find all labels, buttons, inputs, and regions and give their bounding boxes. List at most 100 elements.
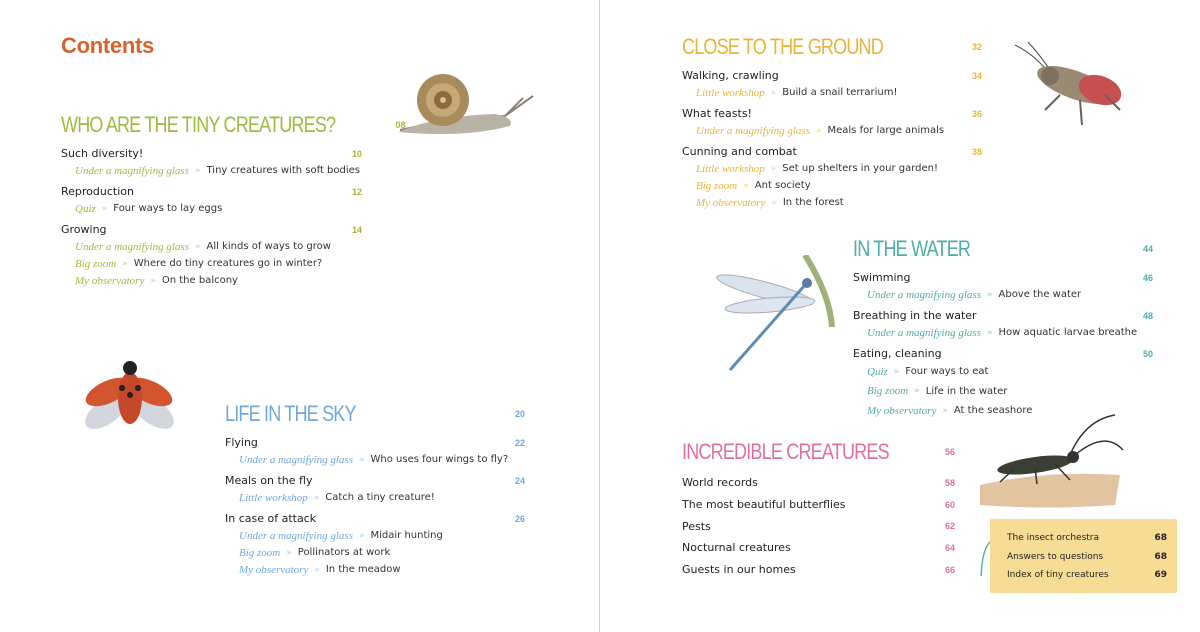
- section-in-the-water: In the water 44 Swimming 46 Under a magnifyi…: [853, 235, 1153, 421]
- toc-subentry[interactable]: Big zoom » Life in the water: [853, 382, 1153, 402]
- toc-subentry[interactable]: Quiz » Four ways to lay eggs: [61, 200, 362, 217]
- toc-entry[interactable]: Such diversity! 10: [61, 145, 362, 162]
- subentry-label: Big zoom: [867, 385, 909, 398]
- toc-entry[interactable]: Cunning and combat 38: [682, 143, 982, 160]
- subentry-label: Little workshop: [239, 491, 308, 504]
- section-page-number: 44: [1142, 244, 1153, 254]
- toc-subentry[interactable]: Under a magnifying glass » Midair hunting: [225, 527, 525, 544]
- subentry-text: Ant society: [754, 180, 811, 191]
- toc-entry[interactable]: Walking, crawling 34: [682, 67, 982, 84]
- double-chevron-icon: »: [150, 275, 156, 286]
- toc-subentry[interactable]: Under a magnifying glass » Above the water: [853, 286, 1153, 303]
- entry-title[interactable]: What feasts!: [682, 107, 752, 120]
- subentry-label: Under a magnifying glass: [867, 288, 981, 301]
- entry-title[interactable]: Flying: [225, 436, 258, 449]
- subentry-text: At the seashore: [953, 405, 1033, 417]
- toc-entry[interactable]: Flying 22: [225, 434, 525, 451]
- toc-subentry[interactable]: My observatory » In the meadow: [225, 561, 525, 578]
- toc-subentry[interactable]: My observatory » At the seashore: [853, 401, 1153, 421]
- toc-entry[interactable]: Swimming 46: [853, 269, 1153, 286]
- subentry-text: Build a snail terrarium!: [782, 87, 898, 98]
- double-chevron-icon: »: [893, 366, 900, 377]
- entry-title[interactable]: Reproduction: [61, 185, 134, 198]
- entry-title[interactable]: Walking, crawling: [682, 69, 779, 82]
- section-title[interactable]: Life in the sky: [225, 401, 357, 426]
- section-title[interactable]: Who are the tiny creatures?: [61, 112, 336, 137]
- toc-entry[interactable]: Meals on the fly 24: [225, 472, 525, 489]
- toc-subentry[interactable]: Big zoom » Where do tiny creatures go in w…: [61, 255, 362, 272]
- entry-page-number: 14: [351, 224, 362, 235]
- appendix-tag: The insect orchestra 68 Answers to questio…: [990, 519, 1177, 593]
- toc-entry[interactable]: What feasts! 36: [682, 105, 982, 122]
- entry-page-number: 50: [1142, 348, 1153, 359]
- toc-subentry[interactable]: Under a magnifying glass » Meals for large…: [682, 122, 982, 139]
- toc-entry[interactable]: Nocturnal creatures 64: [682, 537, 955, 559]
- subentry-label: My observatory: [696, 196, 766, 209]
- double-chevron-icon: »: [942, 405, 948, 416]
- toc-subentry[interactable]: My observatory » On the balcony: [61, 272, 362, 289]
- double-chevron-icon: »: [986, 289, 993, 300]
- subentry-text: All kinds of ways to grow: [206, 241, 331, 252]
- toc-entry[interactable]: Pests 62: [682, 515, 955, 537]
- firebug-illustration: [85, 361, 174, 429]
- toc-subentry[interactable]: Big zoom » Ant society: [682, 177, 982, 194]
- entry-page-number: 58: [944, 477, 955, 488]
- double-chevron-icon: »: [313, 492, 320, 503]
- longhorn-beetle-illustration: [980, 414, 1124, 508]
- entry-page-number: 46: [1142, 272, 1153, 283]
- snail-illustration: [398, 74, 534, 134]
- entry-title[interactable]: Breathing in the water: [853, 309, 977, 322]
- double-chevron-icon: »: [770, 163, 777, 174]
- subentry-text: Midair hunting: [370, 530, 443, 541]
- entry-title[interactable]: Guests in our homes: [682, 563, 796, 577]
- section-page-number: 32: [971, 42, 982, 52]
- toc-entry[interactable]: The most beautiful butterflies 60: [682, 494, 955, 516]
- double-chevron-icon: »: [358, 530, 365, 541]
- section-header: Who are the tiny creatures? 08: [61, 111, 405, 139]
- entry-title[interactable]: Such diversity!: [61, 147, 144, 160]
- entry-title[interactable]: World records: [682, 476, 758, 490]
- entry-title[interactable]: The most beautiful butterflies: [682, 498, 846, 512]
- appendix-entry[interactable]: Answers to questions 68: [1007, 548, 1167, 567]
- toc-subentry[interactable]: My observatory » In the forest: [682, 194, 982, 211]
- entry-title[interactable]: Meals on the fly: [225, 474, 313, 487]
- toc-entry[interactable]: Reproduction 12: [61, 183, 362, 200]
- entry-title[interactable]: Pests: [682, 519, 711, 533]
- entry-title[interactable]: Eating, cleaning: [853, 347, 942, 360]
- toc-entry[interactable]: Breathing in the water 48: [853, 307, 1153, 324]
- section-page-number: 56: [944, 447, 955, 457]
- section-title[interactable]: Incredible creatures: [682, 439, 890, 464]
- section-title[interactable]: Close to the ground: [682, 34, 884, 59]
- subentry-label: Under a magnifying glass: [75, 164, 189, 177]
- double-chevron-icon: »: [314, 564, 320, 575]
- section-incredible-creatures: Incredible creatures 56 World records 58 The…: [682, 438, 955, 580]
- entry-title[interactable]: Cunning and combat: [682, 145, 797, 158]
- toc-subentry[interactable]: Under a magnifying glass » Who uses four w…: [225, 451, 525, 468]
- toc-subentry[interactable]: Big zoom » Pollinators at work: [225, 544, 525, 561]
- subentry-text: In the forest: [782, 197, 844, 208]
- toc-entry[interactable]: Eating, cleaning 50: [853, 345, 1153, 362]
- toc-subentry[interactable]: Under a magnifying glass » All kinds of wa…: [61, 238, 362, 255]
- toc-entry[interactable]: In case of attack 26: [225, 510, 525, 527]
- appendix-entry[interactable]: Index of tiny creatures 69: [1007, 566, 1167, 585]
- section-title[interactable]: In the water: [853, 236, 971, 261]
- toc-subentry[interactable]: Little workshop » Set up shelters in your …: [682, 160, 982, 177]
- appendix-entry[interactable]: The insect orchestra 68: [1007, 529, 1167, 548]
- entry-title[interactable]: Nocturnal creatures: [682, 541, 791, 555]
- appendix-title: Index of tiny creatures: [1007, 570, 1109, 581]
- grasshopper-illustration: [1014, 41, 1122, 126]
- toc-entry[interactable]: Growing 14: [61, 221, 362, 238]
- subentry-label: Under a magnifying glass: [867, 326, 981, 339]
- toc-entry[interactable]: Guests in our homes 66: [682, 559, 955, 581]
- toc-subentry[interactable]: Under a magnifying glass » Tiny creatures …: [61, 162, 362, 179]
- entry-title[interactable]: In case of attack: [225, 512, 317, 525]
- entry-title[interactable]: Growing: [61, 223, 107, 236]
- toc-subentry[interactable]: Quiz » Four ways to eat: [853, 362, 1153, 382]
- toc-subentry[interactable]: Little workshop » Build a snail terrarium!: [682, 84, 982, 101]
- appendix-page-number: 68: [1154, 551, 1167, 562]
- toc-entry[interactable]: World records 58: [682, 472, 955, 494]
- subentry-text: Four ways to lay eggs: [113, 203, 223, 214]
- toc-subentry[interactable]: Little workshop » Catch a tiny creature!: [225, 489, 525, 506]
- entry-title[interactable]: Swimming: [853, 271, 911, 284]
- toc-subentry[interactable]: Under a magnifying glass » How aquatic lar…: [853, 324, 1153, 341]
